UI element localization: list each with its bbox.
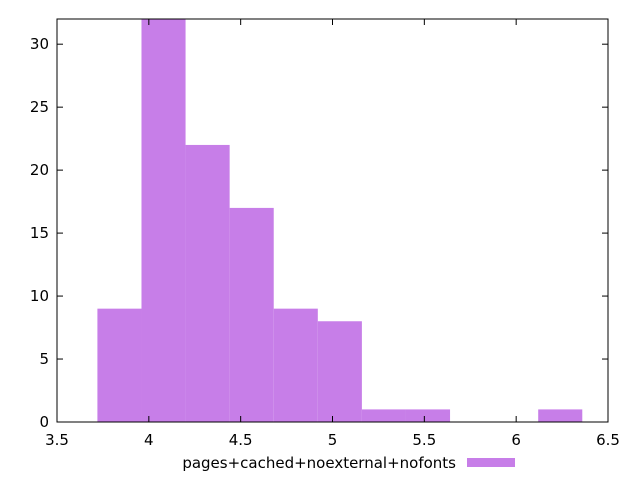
legend: pages+cached+noexternal+nofonts — [182, 454, 515, 472]
x-tick-label: 4 — [144, 431, 154, 449]
histogram-bar — [538, 409, 583, 422]
y-tick-label: 0 — [39, 413, 49, 431]
y-axis: 0 5 10 15 20 25 30 — [30, 35, 608, 431]
y-tick-label: 20 — [30, 161, 49, 179]
histogram-bar — [405, 409, 451, 422]
histogram-bar — [185, 144, 230, 422]
y-tick-label: 30 — [30, 35, 49, 53]
x-tick-label: 4.5 — [229, 431, 253, 449]
histogram-bar — [97, 308, 142, 422]
x-tick-label: 5.5 — [412, 431, 436, 449]
histogram-bar — [317, 321, 362, 422]
histogram-bar — [361, 409, 406, 422]
y-tick-label: 10 — [30, 287, 49, 305]
x-tick-label: 5 — [328, 431, 338, 449]
x-tick-label: 6 — [511, 431, 521, 449]
y-tick-label: 15 — [30, 224, 49, 242]
histogram-bar — [229, 207, 274, 422]
histogram-bar — [141, 19, 186, 422]
y-tick-label: 25 — [30, 98, 49, 116]
x-tick-label: 3.5 — [45, 431, 69, 449]
y-tick-label: 5 — [39, 350, 49, 368]
legend-swatch — [467, 458, 515, 467]
legend-label: pages+cached+noexternal+nofonts — [182, 454, 456, 472]
histogram-bar — [273, 308, 318, 422]
x-tick-label: 6.5 — [596, 431, 620, 449]
x-axis: 3.5 4 4.5 5 5.5 6 6.5 — [45, 19, 620, 449]
bars-group — [97, 19, 583, 422]
